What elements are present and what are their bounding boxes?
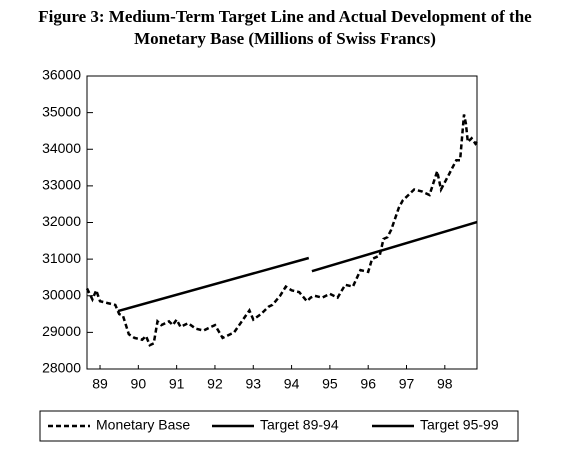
legend-label: Monetary Base xyxy=(96,417,190,433)
x-tick-label: 97 xyxy=(399,376,415,392)
y-tick-label: 29000 xyxy=(42,323,81,339)
series-line xyxy=(85,114,478,347)
y-tick-label: 36000 xyxy=(42,67,81,83)
x-tick-label: 98 xyxy=(437,376,453,392)
chart-title: Figure 3: Medium-Term Target Line and Ac… xyxy=(0,6,570,50)
x-tick-label: 96 xyxy=(360,376,376,392)
plot-frame xyxy=(86,75,478,370)
y-tick-label: 33000 xyxy=(42,177,81,193)
x-tick-label: 94 xyxy=(284,376,300,392)
legend-box xyxy=(39,410,519,442)
y-tick-label: 30000 xyxy=(42,286,81,302)
x-tick-label: 92 xyxy=(207,376,223,392)
series-line xyxy=(311,220,478,273)
legend-label: Target 89-94 xyxy=(260,417,339,433)
y-tick-label: 31000 xyxy=(42,250,81,266)
legend-label: Target 95-99 xyxy=(420,417,499,433)
title-line: Monetary Base (Millions of Swiss Francs) xyxy=(134,29,436,48)
x-tick-label: 90 xyxy=(131,376,147,392)
x-tick-label: 93 xyxy=(245,376,261,392)
y-tick-label: 35000 xyxy=(42,103,81,119)
y-tick-label: 34000 xyxy=(42,140,81,156)
title-line: Figure 3: Medium-Term Target Line and Ac… xyxy=(38,7,532,26)
x-tick-label: 95 xyxy=(322,376,338,392)
y-tick-label: 28000 xyxy=(42,360,81,376)
x-tick-label: 89 xyxy=(92,376,108,392)
series-line xyxy=(117,256,310,313)
x-tick-label: 91 xyxy=(169,376,185,392)
y-tick-label: 32000 xyxy=(42,213,81,229)
